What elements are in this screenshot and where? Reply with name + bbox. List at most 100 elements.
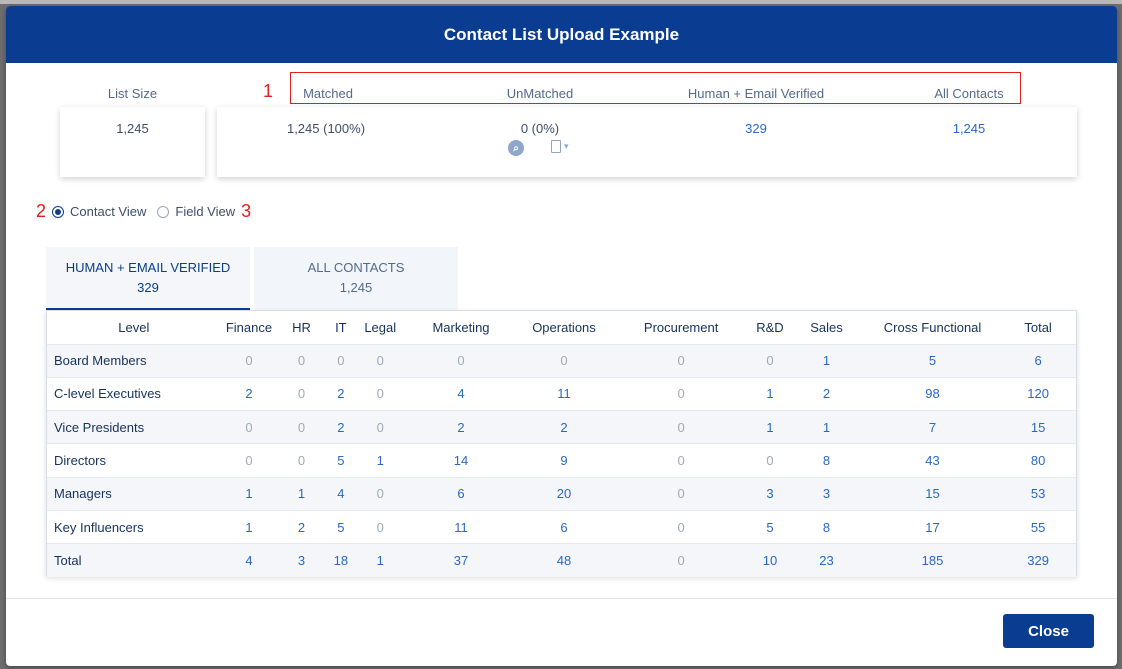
table-cell-count[interactable]: 55 — [1000, 509, 1076, 544]
table-cell-count: 0 — [277, 343, 326, 378]
table-cell-count: 0 — [404, 343, 518, 378]
table-cell-count[interactable]: 1 — [277, 476, 326, 511]
table-cell-count[interactable]: 1 — [220, 476, 278, 511]
table-cell-count[interactable]: 53 — [1000, 476, 1076, 511]
table-cell-count[interactable]: 1 — [751, 376, 789, 411]
table-cell-count[interactable]: 14 — [404, 443, 518, 478]
table-cell-count[interactable]: 37 — [404, 543, 518, 578]
table-cell-count[interactable]: 329 — [1000, 543, 1076, 578]
table-cell-count[interactable]: 1 — [788, 343, 865, 378]
table-cell-count[interactable]: 11 — [517, 376, 611, 411]
table-cell-count[interactable]: 2 — [220, 376, 278, 411]
table-cell-count: 0 — [610, 443, 752, 478]
table-cell-count[interactable]: 5 — [864, 343, 1001, 378]
table-cell-count[interactable]: 8 — [788, 509, 865, 544]
row-level-label: Total — [47, 543, 221, 578]
table-cell-count: 0 — [325, 343, 356, 378]
table-cell-count: 0 — [610, 543, 752, 578]
column-header: HR — [292, 319, 311, 335]
table-cell-count[interactable]: 185 — [864, 543, 1001, 578]
table-cell-count: 0 — [610, 509, 752, 544]
row-level-label: Vice Presidents — [47, 410, 221, 444]
unmatched-label: UnMatched — [506, 86, 574, 101]
table-cell-count[interactable]: 5 — [325, 443, 356, 478]
table-cell-count[interactable]: 9 — [517, 443, 611, 478]
table-cell-count[interactable]: 5 — [325, 509, 356, 544]
table-cell-count[interactable]: 3 — [277, 543, 326, 578]
table-cell-count[interactable]: 2 — [277, 509, 326, 544]
field-view-radio[interactable] — [157, 205, 170, 218]
table-cell-count[interactable]: 2 — [517, 410, 611, 444]
tab-all-contacts[interactable]: ALL CONTACTS 1,245 — [254, 247, 458, 310]
all-contacts-label: All Contacts — [934, 86, 1004, 101]
table-row: Directors 0 0 5 1 14 9 0 0 8 43 80 — [47, 443, 1076, 478]
column-header: Procurement — [643, 319, 719, 335]
table-cell-count[interactable]: 1 — [751, 410, 789, 444]
matched-highlight-box — [290, 72, 1021, 104]
table-cell-count[interactable]: 120 — [1000, 376, 1076, 411]
close-button[interactable]: Close — [1003, 614, 1094, 648]
column-header: Total — [1024, 319, 1052, 335]
table-cell-count[interactable]: 3 — [788, 476, 865, 511]
summary-section: List Size 1,245 1 Matched UnMatched Huma… — [6, 63, 1117, 183]
table-cell-count[interactable]: 4 — [325, 476, 356, 511]
table-cell-count[interactable]: 1 — [355, 543, 405, 578]
table-cell-count[interactable]: 18 — [325, 543, 356, 578]
table-cell-count[interactable]: 7 — [864, 410, 1001, 444]
table-cell-count: 0 — [751, 343, 789, 378]
document-export-icon[interactable]: ▾ — [551, 140, 569, 153]
table-cell-count[interactable]: 2 — [325, 410, 356, 444]
table-cell-count: 0 — [355, 476, 405, 511]
table-cell-count[interactable]: 15 — [864, 476, 1001, 511]
tab-count: 1,245 — [339, 280, 373, 295]
table-cell-count[interactable]: 15 — [1000, 410, 1076, 444]
table-cell-count[interactable]: 2 — [788, 376, 865, 411]
tab-human-email-verified[interactable]: HUMAN + EMAIL VERIFIED 329 — [46, 247, 250, 310]
contact-view-radio[interactable] — [52, 205, 65, 218]
view-toggle: 2 Contact View Field View 3 — [36, 201, 251, 222]
table-cell-count[interactable]: 1 — [788, 410, 865, 444]
table-cell-count[interactable]: 1 — [355, 443, 405, 478]
table-cell-count[interactable]: 8 — [788, 443, 865, 478]
human-email-verified-label: Human + Email Verified — [687, 86, 825, 101]
table-cell-count[interactable]: 3 — [751, 476, 789, 511]
table-cell-count: 0 — [355, 343, 405, 378]
table-cell-count[interactable]: 6 — [517, 509, 611, 544]
row-level-label: Key Influencers — [47, 509, 221, 544]
search-icon[interactable]: ⌕ — [508, 140, 524, 156]
contact-tabs: HUMAN + EMAIL VERIFIED 329 ALL CONTACTS … — [46, 247, 458, 310]
caret-down-icon: ▾ — [564, 141, 569, 151]
table-row: C-level Executives 2 0 2 0 4 11 0 1 2 98 120 — [47, 376, 1076, 411]
table-cell-count[interactable]: 4 — [220, 543, 278, 578]
table-cell-count[interactable]: 98 — [864, 376, 1001, 411]
table-cell-count[interactable]: 2 — [325, 376, 356, 411]
table-cell-count[interactable]: 6 — [1000, 343, 1076, 378]
modal-title: Contact List Upload Example — [443, 24, 680, 44]
table-cell-count[interactable]: 1 — [220, 509, 278, 544]
table-cell-count[interactable]: 6 — [404, 476, 518, 511]
table-cell-count[interactable]: 5 — [751, 509, 789, 544]
table-cell-count[interactable]: 17 — [864, 509, 1001, 544]
list-size-card: 1,245 — [60, 107, 205, 177]
all-contacts-value[interactable]: 1,245 — [952, 121, 986, 136]
table-cell-count[interactable]: 11 — [404, 509, 518, 544]
table-cell-count: 0 — [610, 476, 752, 511]
table-cell-count[interactable]: 43 — [864, 443, 1001, 478]
column-header: Operations — [532, 319, 596, 335]
table-cell-count[interactable]: 23 — [788, 543, 865, 578]
table-cell-count[interactable]: 4 — [404, 376, 518, 411]
row-level-label: Managers — [47, 476, 221, 511]
table-cell-count[interactable]: 10 — [751, 543, 789, 578]
annotation-marker-2: 2 — [36, 201, 47, 221]
table-cell-count[interactable]: 20 — [517, 476, 611, 511]
field-view-label[interactable]: Field View — [175, 204, 236, 219]
table-cell-count: 0 — [277, 376, 326, 411]
tab-count: 329 — [137, 280, 159, 295]
table-cell-count[interactable]: 2 — [404, 410, 518, 444]
column-header: Sales — [810, 319, 843, 335]
human-email-verified-value[interactable]: 329 — [745, 121, 767, 136]
table-cell-count[interactable]: 48 — [517, 543, 611, 578]
table-cell-count[interactable]: 80 — [1000, 443, 1076, 478]
contact-view-label[interactable]: Contact View — [70, 204, 147, 219]
backdrop-strip — [0, 0, 1122, 4]
